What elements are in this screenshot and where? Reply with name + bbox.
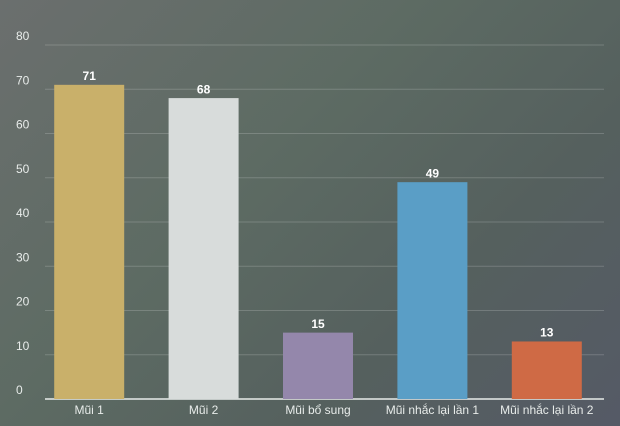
x-tick-label: Mũi nhắc lại lần 1 <box>386 402 480 417</box>
x-tick-label: Mũi bổ sung <box>285 403 350 417</box>
y-tick-label: 80 <box>16 29 30 43</box>
bar <box>283 332 353 399</box>
x-tick-label: Mũi nhắc lại lần 2 <box>500 402 594 417</box>
y-tick-label: 20 <box>16 295 30 309</box>
y-tick-label: 50 <box>16 162 30 176</box>
y-tick-label: 30 <box>16 250 30 264</box>
bar <box>397 182 468 399</box>
x-tick-label: Mũi 2 <box>189 403 219 417</box>
y-tick-label: 10 <box>16 339 30 353</box>
data-label: 68 <box>197 82 211 96</box>
y-tick-label: 60 <box>16 118 30 132</box>
data-label: 71 <box>83 69 97 83</box>
bar <box>168 98 239 399</box>
y-tick-label: 70 <box>16 73 30 87</box>
data-label: 49 <box>426 166 440 180</box>
bar <box>54 84 125 399</box>
y-tick-label: 40 <box>16 206 30 220</box>
data-label: 13 <box>540 326 554 340</box>
data-label: 15 <box>311 317 325 331</box>
bar <box>511 341 582 399</box>
x-tick-label: Mũi 1 <box>75 403 105 417</box>
y-tick-label: 0 <box>16 383 23 397</box>
